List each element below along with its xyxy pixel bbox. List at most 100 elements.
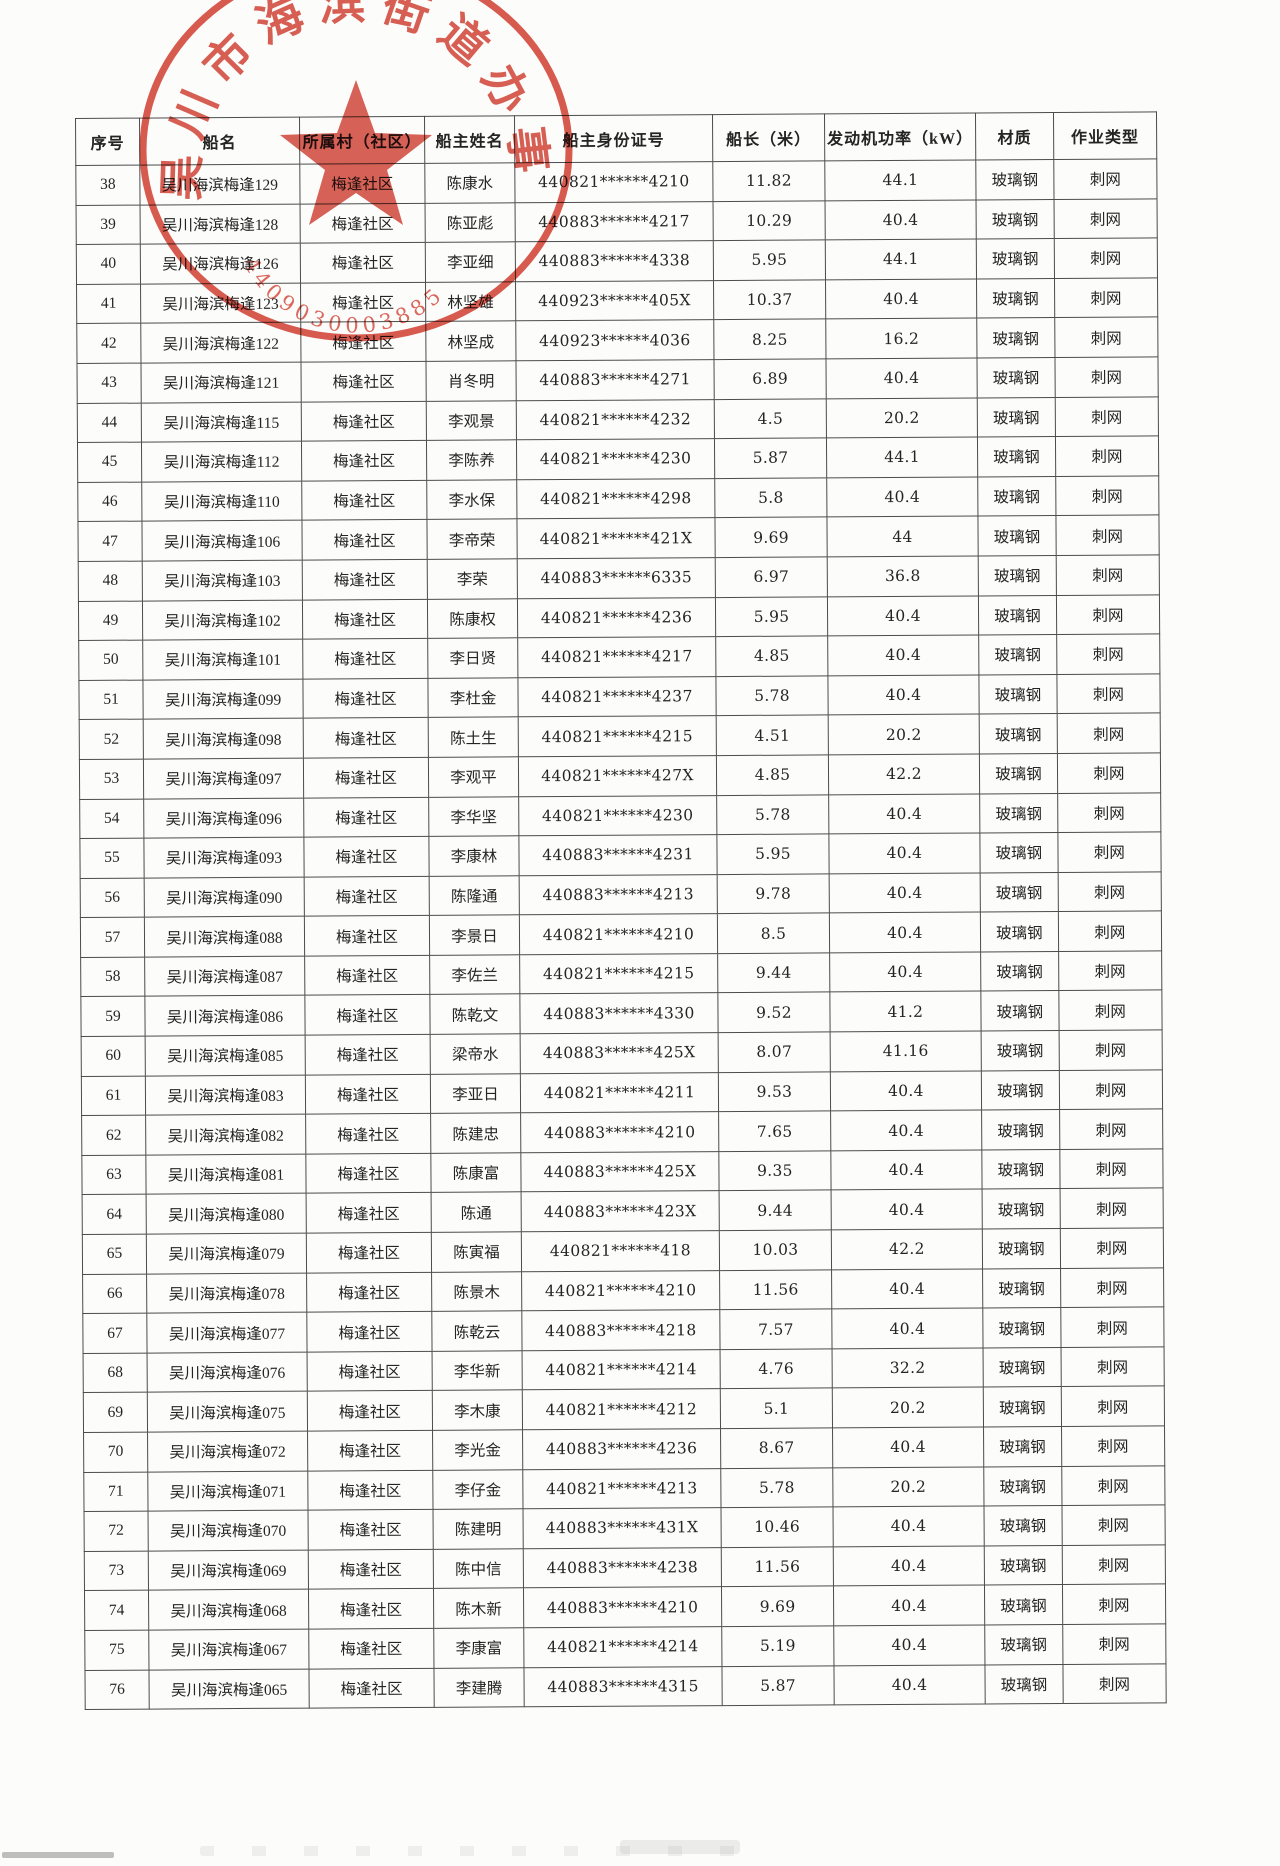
cell-index: 40	[76, 244, 141, 285]
cell-index: 62	[81, 1115, 146, 1156]
cell-id-number: 440821******4210	[514, 161, 714, 203]
cell-material: 玻璃钢	[980, 990, 1059, 1032]
column-header-engine-power: 发动机功率（kW）	[824, 112, 976, 161]
cell-index: 55	[79, 838, 145, 879]
cell-operation-type: 刺网	[1061, 1465, 1165, 1506]
cell-index: 58	[80, 956, 145, 997]
cell-id-number: 440821******4213	[522, 1468, 722, 1509]
cell-owner-name: 陈康权	[427, 598, 518, 639]
table-row: 73 吴川海滨梅逢069 梅逢社区 陈中信 440883******4238 11.56 4…	[84, 1544, 1166, 1591]
cell-material: 玻璃钢	[977, 436, 1056, 477]
cell-engine-power: 20.2	[826, 397, 978, 439]
cell-material: 玻璃钢	[979, 753, 1058, 794]
cell-engine-power: 40.4	[828, 833, 981, 874]
cell-community: 梅逢社区	[308, 1509, 434, 1550]
cell-length: 5.78	[720, 1467, 833, 1508]
cell-community: 梅逢社区	[302, 598, 428, 640]
cell-length: 5.95	[715, 596, 828, 637]
cell-id-number: 440821******4236	[517, 597, 716, 638]
cell-index: 66	[82, 1273, 147, 1314]
cell-length: 4.85	[715, 636, 828, 677]
column-header-index: 序号	[75, 118, 140, 166]
cell-owner-name: 李佐兰	[429, 954, 520, 995]
fishing-boat-registry-table: 序号 船名 所属村（社区） 船主姓名 船主身份证号 船长（米） 发动机功率（kW…	[75, 111, 1167, 1710]
cell-index: 72	[84, 1511, 149, 1552]
table-row: 55 吴川海滨梅逢093 梅逢社区 李康林 440883******4231 5.95 40…	[79, 831, 1162, 879]
cell-operation-type: 刺网	[1059, 1069, 1163, 1110]
cell-engine-power: 40.4	[833, 1624, 985, 1666]
cell-material: 玻璃钢	[981, 1070, 1060, 1111]
table-row: 54 吴川海滨梅逢096 梅逢社区 李华坚 440821******4230 5.78 40…	[79, 792, 1161, 839]
cell-engine-power: 40.4	[830, 1070, 982, 1112]
cell-community: 梅逢社区	[302, 638, 428, 679]
table-row: 53 吴川海滨梅逢097 梅逢社区 李观平 440821******427X 4.85 42…	[79, 752, 1161, 799]
cell-boat-name: 吴川海滨梅逢093	[143, 837, 305, 878]
cell-material: 玻璃钢	[980, 872, 1059, 913]
cell-boat-name: 吴川海滨梅逢110	[141, 480, 302, 522]
cell-operation-type: 刺网	[1055, 436, 1159, 477]
cell-index: 75	[84, 1630, 149, 1671]
cell-boat-name: 吴川海滨梅逢081	[145, 1153, 307, 1195]
cell-length: 4.85	[716, 754, 829, 796]
cell-community: 梅逢社区	[305, 1113, 431, 1154]
cell-id-number: 440821******4210	[521, 1270, 720, 1312]
cell-operation-type: 刺网	[1062, 1544, 1166, 1585]
cell-owner-name: 李杜金	[427, 677, 519, 718]
cell-operation-type: 刺网	[1053, 198, 1158, 239]
cell-owner-name: 陈建忠	[430, 1113, 521, 1154]
cell-id-number: 440883******4338	[515, 240, 714, 282]
table-row: 74 吴川海滨梅逢068 梅逢社区 陈木新 440883******4210 9.69 40…	[84, 1584, 1166, 1631]
cell-boat-name: 吴川海滨梅逢121	[140, 362, 302, 403]
cell-length: 5.87	[721, 1665, 835, 1706]
cell-owner-name: 李华坚	[428, 796, 519, 837]
cell-engine-power: 20.2	[832, 1466, 984, 1508]
cell-engine-power: 40.4	[830, 1149, 982, 1191]
table-row: 63 吴川海滨梅逢081 梅逢社区 陈康富 440883******425X 9.35 40…	[81, 1148, 1163, 1195]
table-row: 76 吴川海滨梅逢065 梅逢社区 李建腾 440883******4315 5.87 40…	[84, 1663, 1167, 1710]
cell-community: 梅逢社区	[302, 559, 428, 600]
cell-material: 玻璃钢	[983, 1426, 1062, 1467]
cell-boat-name: 吴川海滨梅逢088	[144, 916, 305, 957]
cell-index: 71	[83, 1471, 149, 1512]
cell-boat-name: 吴川海滨梅逢075	[147, 1391, 308, 1433]
cell-length: 10.03	[719, 1229, 832, 1271]
cell-community: 梅逢社区	[305, 1074, 431, 1115]
cell-id-number: 440821******427X	[518, 755, 717, 797]
cell-operation-type: 刺网	[1054, 238, 1158, 279]
table-row: 56 吴川海滨梅逢090 梅逢社区 陈隆通 440883******4213 9.78 40…	[80, 871, 1162, 918]
cell-material: 玻璃钢	[982, 1347, 1062, 1388]
cell-material: 玻璃钢	[977, 476, 1056, 517]
cell-community: 梅逢社区	[305, 1034, 431, 1075]
cell-owner-name: 林坚成	[425, 321, 516, 362]
cell-length: 10.37	[713, 279, 826, 320]
table-row: 62 吴川海滨梅逢082 梅逢社区 陈建忠 440883******4210 7.65 40…	[81, 1109, 1163, 1156]
table-row: 48 吴川海滨梅逢103 梅逢社区 李荣 440883******6335 6.97 36.…	[78, 554, 1160, 602]
cell-index: 39	[76, 204, 141, 245]
table-row: 70 吴川海滨梅逢072 梅逢社区 李光金 440883******4236 8.67 40…	[83, 1425, 1165, 1473]
cell-engine-power: 40.4	[828, 793, 980, 835]
cell-index: 74	[84, 1590, 149, 1631]
table-row: 59 吴川海滨梅逢086 梅逢社区 陈乾文 440883******4330 9.52 41…	[80, 990, 1162, 1037]
cell-length: 9.53	[718, 1071, 831, 1112]
cell-owner-name: 李亚细	[425, 242, 516, 283]
cell-index: 43	[76, 363, 142, 404]
cell-operation-type: 刺网	[1054, 317, 1158, 358]
cell-community: 梅逢社区	[306, 1271, 432, 1313]
cell-boat-name: 吴川海滨梅逢083	[145, 1074, 306, 1116]
cell-index: 48	[78, 561, 143, 602]
cell-index: 59	[80, 996, 146, 1037]
cell-community: 梅逢社区	[299, 163, 426, 204]
cell-material: 玻璃钢	[976, 278, 1055, 319]
cell-boat-name: 吴川海滨梅逢129	[139, 164, 301, 205]
cell-material: 玻璃钢	[983, 1466, 1062, 1507]
cell-operation-type: 刺网	[1056, 594, 1160, 635]
cell-operation-type: 刺网	[1056, 634, 1160, 675]
table-row: 50 吴川海滨梅逢101 梅逢社区 李日贤 440821******4217 4.85 40…	[78, 634, 1160, 681]
cell-engine-power: 40.4	[833, 1585, 985, 1626]
cell-community: 梅逢社区	[308, 1549, 434, 1590]
cell-length: 9.69	[714, 517, 828, 558]
cell-community: 梅逢社区	[300, 242, 426, 283]
cell-length: 5.95	[716, 834, 830, 875]
cell-community: 梅逢社区	[308, 1588, 434, 1630]
cell-id-number: 440883******6335	[517, 557, 716, 599]
